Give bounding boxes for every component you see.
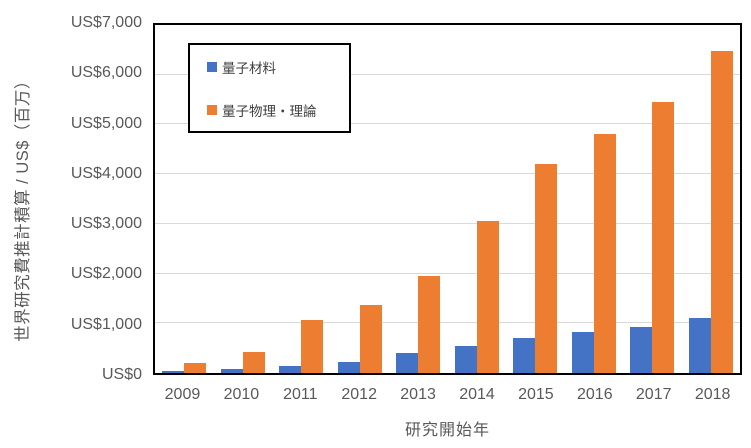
category-group-2014 [448,25,507,373]
category-group-2018 [682,25,741,373]
bar-series0-2015 [513,338,536,373]
x-axis-title: 研究開始年 [404,422,490,439]
legend-label-quantum-materials: 量子材料 [222,60,276,76]
gridline [155,73,740,75]
bar-series1-2012 [359,304,382,373]
y-tick-label: US$3,000 [70,215,142,233]
legend-swatch-quantum-materials-icon [207,61,217,72]
category-group-2015 [506,25,565,373]
legend-item-quantum-physics-theory: 量子物理・理論 [207,100,349,120]
category-group-2011 [272,25,331,373]
y-tick-label: US$6,000 [70,64,142,82]
bar-series0-2018 [688,318,711,373]
bar-series0-2017 [630,326,653,373]
y-tick-label: US$5,000 [70,114,142,132]
bar-series0-2012 [337,362,360,373]
legend: 量子材料 量子物理・理論 [188,43,351,133]
x-tick-label-2016: 2016 [577,386,613,403]
category-group-2016 [565,25,624,373]
bars-layer [155,25,740,373]
y-tick-label: US$1,000 [70,315,142,333]
bar-series1-2015 [535,164,558,373]
y-tick-label: US$4,000 [70,164,142,182]
bar-series1-2017 [652,102,675,373]
x-tick-label-2017: 2017 [635,386,672,403]
bar-series1-2016 [593,134,616,373]
x-tick-label-2010: 2010 [223,386,260,403]
y-tick-label: US$7,000 [70,14,142,31]
bar-series1-2010 [242,351,265,373]
gridline [155,272,740,274]
x-tick-label-2009: 2009 [164,386,201,403]
x-tick-label-2015: 2015 [518,386,554,403]
x-tick-label-2011: 2011 [283,386,318,403]
gridline [155,222,740,224]
y-tick-label: US$2,000 [70,265,142,283]
legend-swatch-quantum-physics-theory-icon [207,104,217,115]
category-group-2013 [389,25,448,373]
plot-area [153,23,742,375]
category-group-2017 [623,25,682,373]
gridline [155,322,740,324]
bar-series1-2018 [710,50,733,373]
x-tick-label-2013: 2013 [400,386,436,403]
x-tick-label-2014: 2014 [459,386,495,403]
legend-item-quantum-materials: 量子材料 [207,57,349,77]
category-group-2009 [155,25,214,373]
bar-series1-2009 [184,362,207,373]
bar-series0-2010 [220,369,243,373]
bar-series0-2013 [396,353,419,373]
bar-series1-2011 [301,319,324,373]
bar-series1-2013 [418,276,441,373]
y-axis-tick-labels: US$0 US$1,000 US$2,000 US$3,000 US$4,000 US$5… [0,14,142,383]
gridline [155,123,740,125]
legend-label-quantum-physics-theory: 量子物理・理論 [222,103,317,119]
bar-series0-2009 [162,370,185,373]
category-group-2010 [214,25,273,373]
x-tick-label-2012: 2012 [341,386,377,403]
bar-series0-2011 [279,365,302,373]
x-axis-tick-labels: 2009 2010 2011 2012 2013 2014 2015 2016 2017 2018 [153,386,742,404]
bar-series0-2014 [454,346,477,373]
gridline [155,173,740,175]
category-group-2012 [331,25,390,373]
y-tick-label: US$0 [101,366,142,383]
bar-series1-2014 [476,221,499,373]
bar-series0-2016 [571,331,594,373]
x-tick-label-2018: 2018 [694,386,731,403]
